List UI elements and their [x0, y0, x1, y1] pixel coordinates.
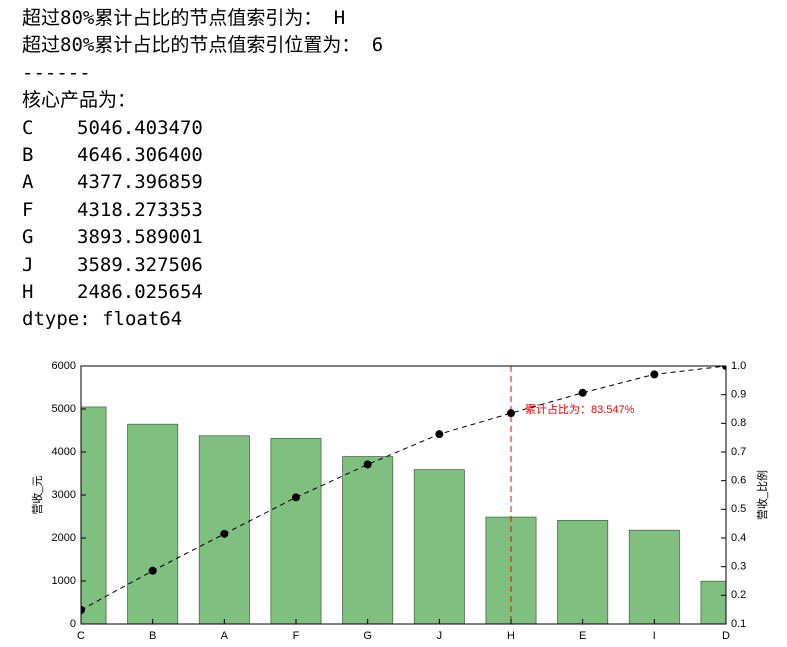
output-line: 核心产品为：	[22, 89, 137, 112]
bar	[270, 437, 322, 624]
series-row: H 2486.025654	[22, 279, 383, 306]
row-index: B	[22, 143, 34, 166]
row-value: 4377.396859	[77, 171, 203, 194]
y-tick-label: 0	[70, 618, 76, 630]
x-tick-label: B	[149, 630, 156, 642]
y2-tick-label: 0.5	[731, 503, 746, 515]
x-tick-label: D	[722, 630, 730, 642]
bar	[127, 423, 179, 624]
series-row: B 4646.306400	[22, 142, 383, 169]
bar	[628, 529, 680, 624]
row-index: A	[22, 171, 34, 194]
output-line: ------	[22, 61, 91, 84]
y-axis-label: 营收_元	[30, 475, 44, 514]
console-output: 超过80%累计占比的节点值索引为： H 超过80%累计占比的节点值索引位置为： 6…	[22, 5, 383, 334]
y-tick-label: 5000	[52, 403, 76, 415]
point	[578, 388, 587, 397]
bar	[342, 456, 394, 624]
y-tick-label: 6000	[52, 360, 76, 372]
x-tick-label: F	[293, 630, 300, 642]
row-value: 2486.025654	[77, 280, 203, 303]
row-value: 4318.273353	[77, 198, 203, 221]
row-value: 5046.403470	[77, 116, 203, 139]
y-tick-label: 1000	[52, 575, 76, 587]
series-row: C 5046.403470	[22, 115, 383, 142]
y-tick-label: 3000	[52, 489, 76, 501]
plot-area	[81, 366, 726, 624]
row-value: 3589.327506	[77, 253, 203, 276]
y-tick-label: 2000	[52, 532, 76, 544]
y2-tick-label: 1.0	[731, 360, 746, 372]
x-tick-label: J	[437, 630, 443, 642]
point	[722, 366, 726, 370]
row-index: G	[22, 226, 34, 249]
dtype-line: dtype: float64	[22, 308, 183, 331]
annotation: 累计占比为：83.547%	[525, 402, 635, 416]
row-value: 3893.589001	[77, 226, 203, 249]
series-row: A 4377.396859	[22, 169, 383, 196]
y2-tick-label: 0.2	[731, 589, 746, 601]
cumulative-line	[81, 366, 726, 611]
point	[81, 606, 85, 615]
y-tick-label: 4000	[52, 446, 76, 458]
point	[507, 409, 515, 418]
series-row: F 4318.273353	[22, 197, 383, 224]
y2-tick-label: 0.3	[731, 561, 746, 573]
bar	[700, 580, 726, 624]
y2-tick-label: 0.4	[731, 532, 746, 544]
bar	[81, 406, 107, 624]
series-row: J 3589.327506	[22, 252, 383, 279]
point	[363, 460, 372, 469]
bar	[413, 469, 465, 624]
y2-tick-label: 0.9	[731, 389, 746, 401]
point	[220, 529, 229, 538]
x-tick-label: C	[77, 630, 85, 642]
x-tick-label: H	[507, 630, 515, 642]
row-index: H	[22, 280, 34, 303]
row-index: F	[22, 198, 34, 221]
y2-axis-label: 营收_比例	[755, 470, 769, 520]
x-tick-label: I	[653, 630, 656, 642]
row-value: 4646.306400	[77, 143, 203, 166]
y2-tick-label: 0.7	[731, 446, 746, 458]
y2-tick-label: 0.1	[731, 618, 746, 630]
x-tick-label: E	[579, 630, 586, 642]
y2-tick-label: 0.6	[731, 475, 746, 487]
row-index: J	[22, 253, 34, 276]
point	[292, 493, 300, 502]
point	[148, 566, 157, 575]
output-line: 超过80%累计占比的节点值索引位置为： 6	[22, 34, 384, 57]
x-tick-label: G	[363, 630, 372, 642]
output-line: 超过80%累计占比的节点值索引为： H	[22, 7, 346, 29]
point	[650, 370, 659, 379]
point	[435, 430, 444, 439]
bar	[557, 519, 609, 624]
row-index: C	[22, 116, 34, 139]
x-tick-label: A	[221, 630, 229, 642]
y2-tick-label: 0.8	[731, 417, 746, 429]
series-row: G 3893.589001	[22, 224, 383, 251]
